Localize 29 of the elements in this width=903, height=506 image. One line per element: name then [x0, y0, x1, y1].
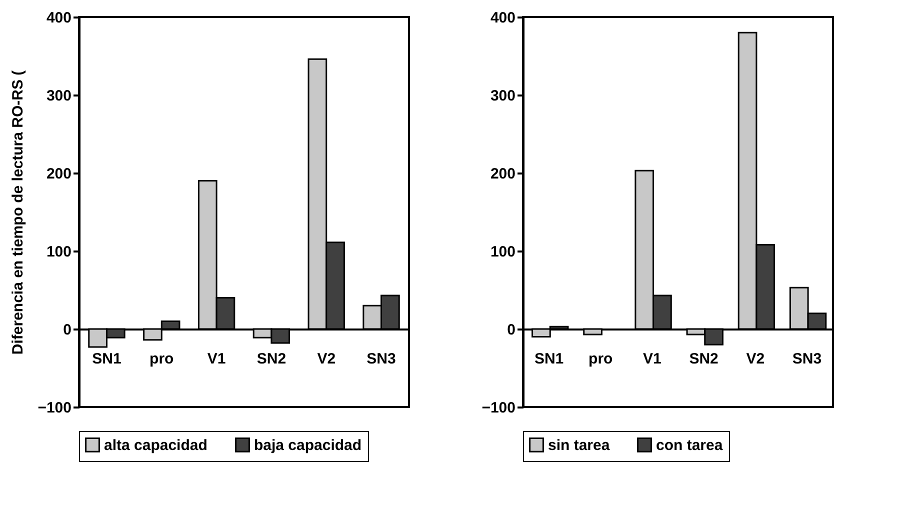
y-tick-label: 200	[490, 166, 516, 182]
x-tick-label: SN3	[792, 350, 822, 368]
x-tick-label: V1	[207, 350, 226, 368]
y-tick-label: 300	[46, 88, 72, 104]
legend-label: baja capacidad	[254, 436, 362, 454]
y-tick-label: 300	[490, 88, 516, 104]
x-tick-label: SN2	[256, 350, 286, 368]
y-tick-label: −100	[482, 400, 516, 416]
y-tick-label: 100	[46, 244, 72, 260]
legend-label: sin tarea	[548, 436, 610, 454]
y-tick-label: 200	[46, 166, 72, 182]
y-tick-label: 0	[63, 322, 72, 338]
x-tick-label: pro	[588, 350, 613, 368]
y-tick-label: 0	[507, 322, 516, 338]
x-tick-label: SN2	[689, 350, 718, 368]
x-tick-label: SN1	[534, 350, 564, 368]
x-tick-label: V2	[746, 350, 765, 368]
legend-label: alta capacidad	[104, 436, 208, 454]
y-axis-title: Diferencia en tiempo de lectura RO-RS (	[10, 70, 27, 355]
y-tick-label: 400	[490, 10, 516, 26]
x-tick-label: SN3	[366, 350, 396, 368]
legend-label: con tarea	[656, 436, 724, 454]
y-tick-label: −100	[38, 400, 72, 416]
y-tick-label: 100	[490, 244, 516, 260]
x-tick-label: V2	[317, 350, 336, 368]
x-tick-label: pro	[150, 350, 174, 368]
y-tick-label: 400	[46, 10, 72, 26]
x-tick-label: V1	[643, 350, 662, 368]
x-tick-label: SN1	[92, 350, 122, 368]
